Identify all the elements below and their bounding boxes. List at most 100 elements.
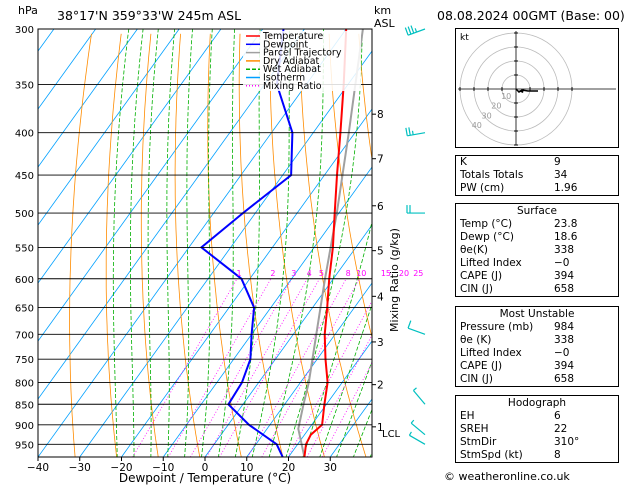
hodograph-trace — [515, 88, 538, 93]
wind-barb-feather — [411, 130, 414, 135]
stat-label: CIN (J) — [460, 283, 493, 295]
x-tick-label: 10 — [240, 462, 253, 474]
mixing-ratio-label: 1 — [237, 269, 242, 278]
mixing-ratio-line — [219, 278, 320, 457]
wind-barb-feather — [410, 25, 415, 34]
indices-table: K 9 Totals Totals 34 PW (cm) 1.96 — [455, 155, 619, 196]
stat-label: Pressure (mb) — [460, 321, 534, 333]
stat-row: Dewp (°C) 18.6 — [456, 231, 618, 244]
wind-barb-feather — [410, 419, 415, 424]
stat-value: 18.6 — [554, 231, 578, 243]
surface-title: Surface — [516, 205, 557, 217]
pressure-tick-label: 900 — [15, 421, 34, 432]
wind-barb-staff — [410, 422, 426, 436]
isotherm-line — [38, 29, 96, 110]
most-unstable-table: Most Unstable Pressure (mb) 984 θe (K) 338 L… — [455, 306, 619, 387]
mixing-ratio-line — [321, 361, 372, 457]
wind-barb-staff — [412, 390, 426, 405]
stat-value: 658 — [554, 373, 575, 385]
wet-adiabat-line — [218, 29, 235, 457]
hodograph-ring-label: 20 — [491, 102, 501, 111]
stat-row: StmSpd (kt) 8 — [456, 449, 618, 462]
legend-label: Mixing Ratio — [263, 81, 322, 92]
pressure-tick-label: 350 — [15, 81, 34, 92]
pressure-tick-label: 850 — [15, 400, 34, 411]
wind-barb-staff — [407, 327, 426, 335]
mixing-ratio-label: 8 — [346, 269, 351, 278]
wind-barb — [412, 387, 426, 405]
wind-barb-feather — [408, 127, 411, 136]
legend-label: Wet Adiabat — [263, 64, 321, 75]
surface-rows: Temp (°C) 23.8 Dewp (°C) 18.6 θe(K) 338 Lifted… — [456, 218, 618, 296]
dry-adiabat-line — [140, 33, 159, 457]
stat-label: Lifted Index — [460, 347, 522, 359]
pressure-tick-label: 300 — [15, 25, 34, 36]
dry-adiabat-line — [69, 33, 92, 457]
km-tick-label: 1 — [377, 422, 384, 434]
isotherm-line — [79, 50, 372, 457]
dry-adiabat-line — [238, 33, 284, 457]
km-tick-label: 7 — [377, 154, 384, 166]
x-tick-label: −10 — [152, 462, 174, 474]
mixing-ratio-line — [306, 334, 372, 457]
pressure-tick-label: 700 — [15, 330, 34, 341]
isotherm-line — [38, 29, 263, 342]
wet-adiabat-line — [166, 29, 175, 457]
km-tick-label: 4 — [377, 291, 384, 303]
x-tick-label: −40 — [27, 462, 49, 474]
pressure-tick-label: 550 — [15, 243, 34, 254]
isotherm-line — [204, 224, 372, 457]
wet-adiabat-line — [112, 29, 130, 457]
hpa-label: hPa — [18, 4, 38, 17]
isotherm-line — [121, 108, 372, 457]
pressure-tick-label: 650 — [15, 304, 34, 315]
stat-value: 394 — [554, 360, 575, 372]
mixing-ratio-label: 20 — [399, 269, 409, 278]
most-unstable-title: Most Unstable — [499, 308, 575, 320]
isotherm-line — [38, 29, 305, 400]
stat-row: Lifted Index −0 — [456, 347, 618, 360]
isotherm-line — [38, 29, 180, 226]
copyright-footer: © weatheronline.co.uk — [444, 470, 570, 483]
stat-value: −0 — [554, 257, 570, 269]
hodograph-ring-label: 10 — [501, 92, 511, 101]
wet-adiabat-line — [201, 29, 213, 457]
stat-label: StmDir — [460, 436, 497, 448]
x-tick-label: 20 — [282, 462, 295, 474]
wet-adiabat-line — [268, 29, 324, 457]
stat-row: CAPE (J) 394 — [456, 270, 618, 283]
dry-adiabat-line — [328, 33, 372, 339]
profiles — [199, 29, 364, 457]
stat-label: CAPE (J) — [460, 270, 503, 282]
pressure-tick-label: 400 — [15, 129, 34, 140]
x-tick-label: −20 — [110, 462, 132, 474]
wind-barb-feather — [414, 28, 418, 33]
pressure-tick-label: 950 — [15, 440, 34, 451]
mixing-ratio-label: 15 — [381, 269, 391, 278]
isotherm-line — [246, 282, 372, 457]
km-label: km — [374, 4, 391, 17]
stat-label: Lifted Index — [460, 257, 522, 269]
isotherm-line — [38, 29, 347, 457]
wet-adiabat-line — [319, 303, 372, 457]
stat-label: SREH — [460, 423, 489, 435]
legend-label: Parcel Trajectory — [263, 48, 342, 59]
x-tick-label: 0 — [202, 462, 209, 474]
mixing-ratio-line — [247, 278, 347, 457]
stat-label: CAPE (J) — [460, 360, 503, 372]
stat-value: 1.96 — [554, 182, 578, 194]
wind-barbs — [404, 25, 426, 445]
wet-adiabat-line — [285, 29, 363, 457]
wind-barb-feather — [408, 431, 412, 436]
storm-motion-marker — [518, 89, 524, 93]
asl-label: ASL — [374, 17, 396, 30]
legend-label: Temperature — [262, 31, 323, 42]
stat-label: CIN (J) — [460, 373, 493, 385]
stat-row: SREH 22 — [456, 423, 618, 436]
mixing-ratio-line — [287, 300, 372, 457]
isotherm-line — [288, 340, 372, 457]
dry-adiabat-line — [174, 33, 201, 457]
